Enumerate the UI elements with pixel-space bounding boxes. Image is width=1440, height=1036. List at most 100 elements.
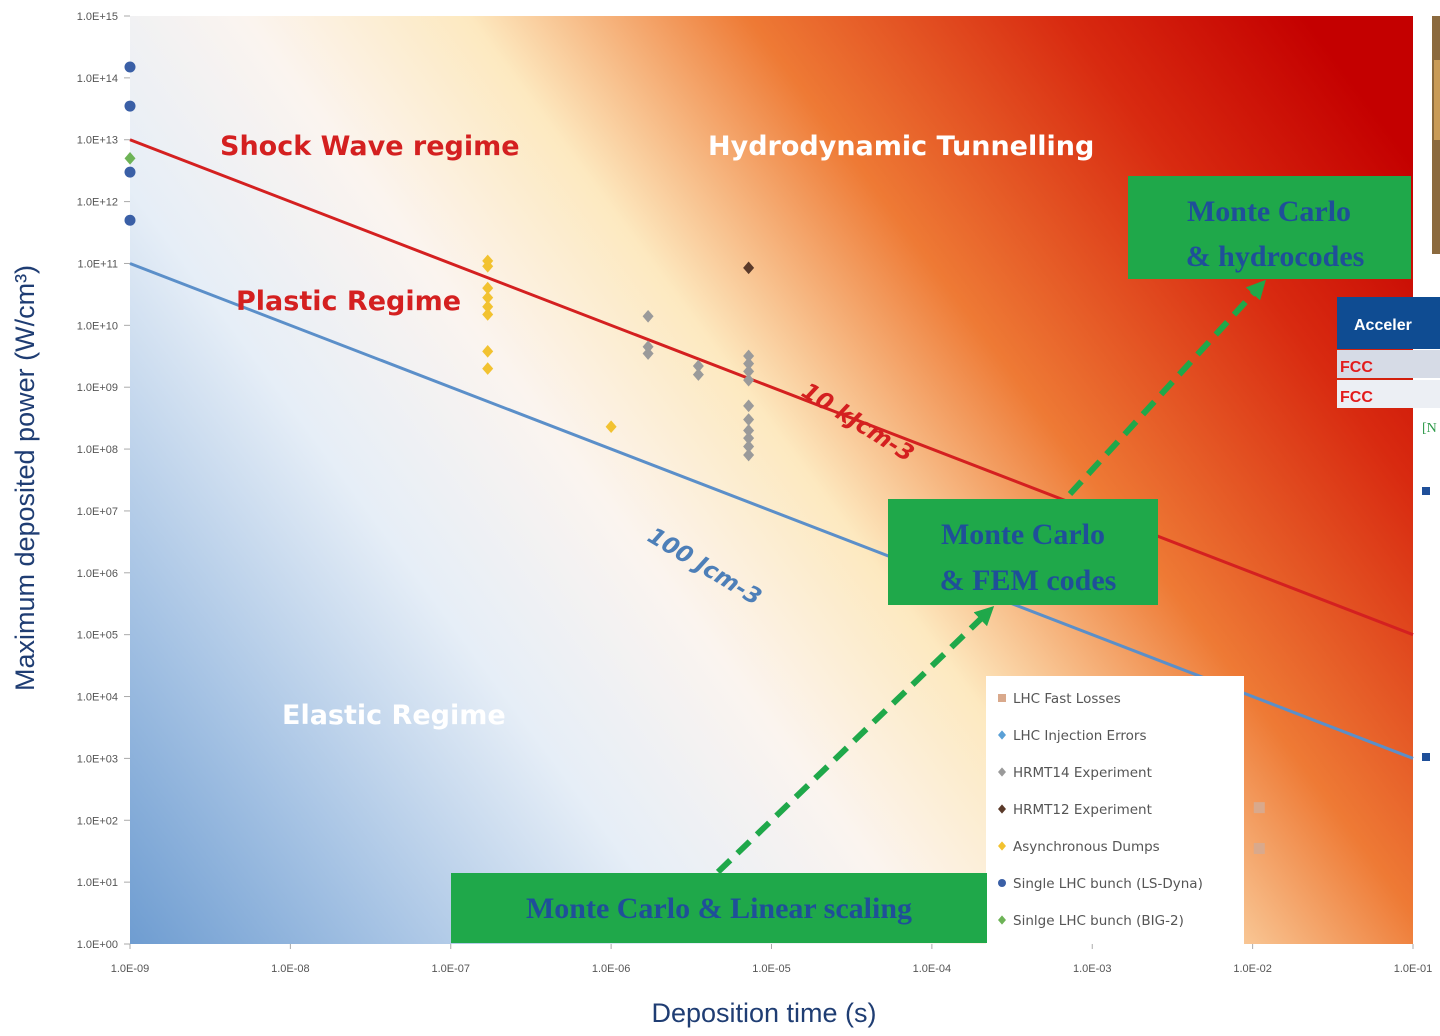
legend-marker	[998, 767, 1006, 777]
legend-entry: LHC Fast Losses	[1013, 691, 1121, 707]
side-table-row-1-text: FCC	[1340, 359, 1373, 376]
data-point	[743, 373, 755, 387]
region-hydrodynamic-tunnelling: Hydrodynamic Tunnelling	[708, 131, 1094, 162]
data-point	[743, 399, 755, 413]
threshold-line-10kj	[129, 138, 1414, 637]
annotation-hydrocodes-line1: Monte Carlo	[1187, 195, 1351, 228]
x-tick-label: 1.0E-02	[1233, 963, 1272, 975]
data-point	[642, 340, 654, 354]
legend-entry: HRMT14 Experiment	[1013, 765, 1152, 781]
annotation-linear-line1: Monte Carlo & Linear scaling	[526, 892, 912, 925]
y-tick-label: 1.0E+02	[77, 815, 118, 827]
data-point	[482, 291, 494, 304]
legend-entry: Sinlge LHC bunch (BIG-2)	[1013, 913, 1184, 929]
y-tick-label: 1.0E+00	[77, 939, 118, 951]
legend-entry: Single LHC bunch (LS-Dyna)	[1013, 876, 1203, 892]
data-point	[482, 345, 494, 358]
y-tick-label: 1.0E+06	[77, 568, 118, 580]
data-point	[1253, 842, 1265, 854]
legend-marker	[998, 879, 1006, 887]
threshold-line-100j	[129, 262, 1414, 760]
data-point	[482, 308, 494, 321]
data-point	[124, 152, 136, 165]
legend-marker	[998, 915, 1006, 925]
region-shock-wave: Shock Wave regime	[220, 131, 520, 162]
legend-marker	[998, 841, 1006, 851]
data-point	[642, 309, 654, 323]
data-point	[642, 347, 654, 360]
data-point	[743, 365, 755, 378]
data-point	[743, 448, 755, 462]
arrow-linear-to-fem	[715, 606, 995, 875]
data-point	[692, 368, 704, 381]
annotation-fem-line1: Monte Carlo	[941, 518, 1105, 551]
side-photo-highlight	[1434, 60, 1440, 140]
x-tick-label: 1.0E-03	[1073, 963, 1112, 975]
data-point	[743, 440, 755, 453]
region-plastic: Plastic Regime	[236, 286, 461, 317]
data-point	[1253, 802, 1265, 814]
legend-marker	[998, 694, 1006, 702]
side-table-row-2	[1337, 380, 1440, 408]
side-bullet-2	[1422, 753, 1430, 761]
data-point	[482, 362, 494, 375]
side-bullet-1	[1422, 487, 1430, 495]
data-point	[743, 431, 755, 445]
data-point	[692, 359, 704, 373]
y-tick-label: 1.0E+01	[77, 877, 118, 889]
y-tick-label: 1.0E+04	[77, 692, 118, 704]
data-point	[482, 300, 494, 314]
legend-marker	[998, 730, 1006, 740]
data-point	[124, 166, 136, 178]
annotation-box-fem: Monte Carlo & FEM codes	[888, 499, 1158, 605]
y-tick-label: 1.0E+08	[77, 444, 118, 456]
y-tick-label: 1.0E+07	[77, 506, 118, 518]
y-tick-label: 1.0E+12	[77, 197, 118, 209]
annotation-fem-line2: & FEM codes	[940, 564, 1117, 597]
data-point	[605, 420, 617, 434]
data-point	[124, 61, 136, 73]
legend: LHC Fast Losses LHC Injection Errors HRMT1…	[986, 676, 1244, 944]
y-tick-label: 1.0E+03	[77, 753, 118, 765]
y-axis-title: Maximum deposited power (W/cm³)	[10, 265, 40, 691]
side-table-row-1	[1337, 350, 1440, 378]
y-axis-ticks: 1.0E+00 1.0E+01 1.0E+02 1.0E+03 1.0E+04 1.0E+…	[77, 11, 130, 951]
x-tick-label: 1.0E-01	[1394, 963, 1433, 975]
data-point	[743, 413, 755, 426]
side-note: [N	[1422, 421, 1437, 436]
x-axis-ticks: 1.0E-09 1.0E-08 1.0E-07 1.0E-06 1.0E-05 1.0E-…	[111, 944, 1433, 975]
data-point	[743, 357, 755, 371]
annotation-box-hydrocodes: Monte Carlo & hydrocodes	[1128, 176, 1411, 279]
side-table-header-text: Acceler	[1354, 317, 1412, 334]
y-tick-label: 1.0E+05	[77, 630, 118, 642]
side-table-header	[1337, 297, 1440, 349]
data-point	[124, 214, 136, 226]
y-tick-label: 1.0E+10	[77, 320, 118, 332]
y-tick-label: 1.0E+13	[77, 135, 118, 147]
annotation-hydrocodes-line2: & hydrocodes	[1186, 240, 1365, 273]
y-tick-label: 1.0E+11	[78, 258, 118, 270]
legend-marker	[998, 804, 1006, 814]
y-tick-label: 1.0E+14	[77, 73, 118, 85]
y-tick-label: 1.0E+09	[77, 382, 118, 394]
region-elastic: Elastic Regime	[282, 700, 506, 731]
x-tick-label: 1.0E-07	[431, 963, 470, 975]
x-tick-label: 1.0E-04	[913, 963, 952, 975]
data-point	[482, 259, 494, 273]
side-panel: Acceler FCC FCC [N	[1337, 16, 1440, 761]
x-tick-label: 1.0E-05	[752, 963, 791, 975]
legend-entry: HRMT12 Experiment	[1013, 802, 1152, 818]
data-point	[743, 424, 755, 437]
x-tick-label: 1.0E-06	[592, 963, 631, 975]
side-table-row-2-text: FCC	[1340, 389, 1373, 406]
arrow-fem-to-hydro	[1067, 279, 1266, 497]
annotation-box-linear: Monte Carlo & Linear scaling	[451, 873, 987, 943]
data-points	[124, 61, 1265, 854]
legend-entry: LHC Injection Errors	[1013, 728, 1147, 744]
data-point	[743, 261, 755, 275]
x-tick-label: 1.0E-08	[271, 963, 310, 975]
legend-box	[986, 676, 1244, 944]
data-point	[482, 281, 494, 295]
x-tick-label: 1.0E-09	[111, 963, 150, 975]
